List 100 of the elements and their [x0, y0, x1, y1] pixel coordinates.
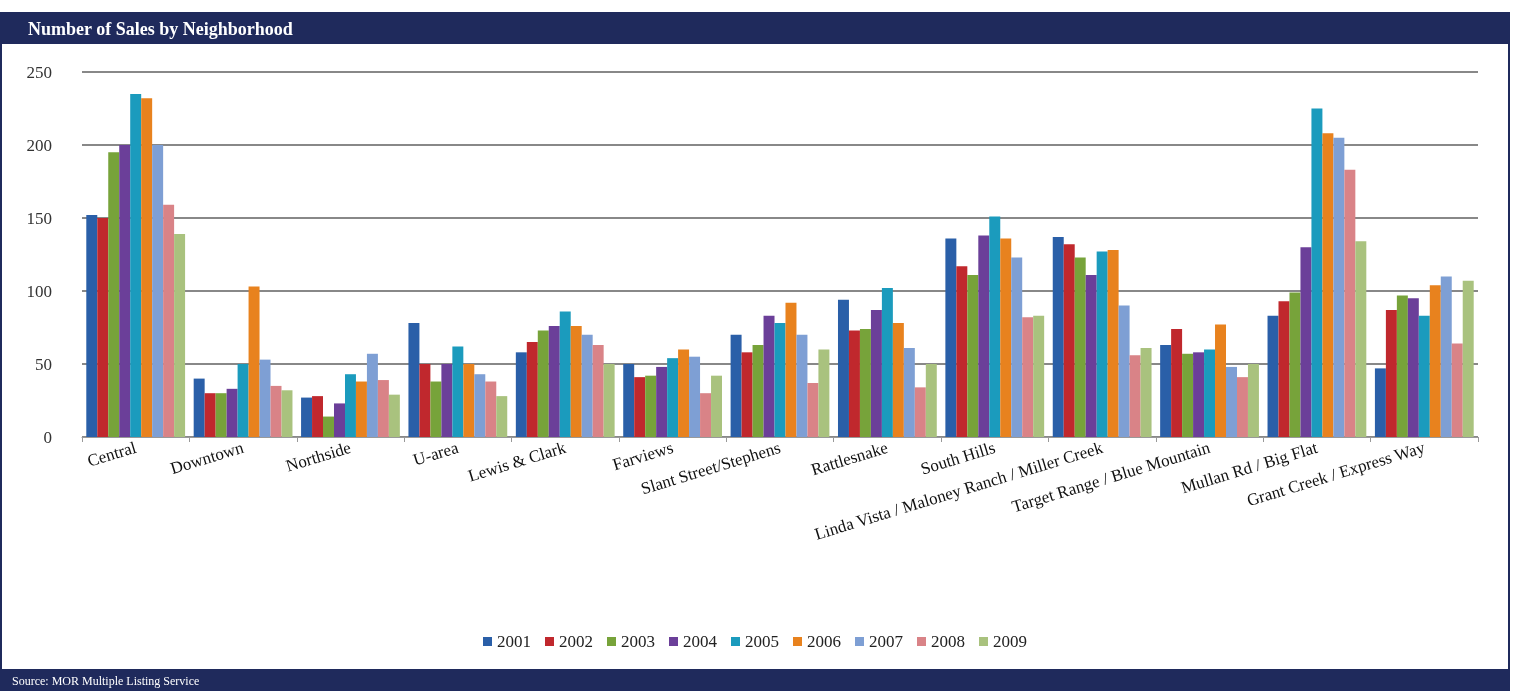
bar	[237, 364, 249, 437]
bar	[881, 288, 893, 437]
bar	[334, 403, 345, 437]
bar	[1278, 301, 1290, 437]
bar	[485, 381, 497, 437]
bar	[1374, 368, 1386, 437]
y-tick-label: 50	[35, 354, 52, 374]
y-tick-label: 100	[26, 281, 52, 301]
bar	[301, 397, 313, 437]
bar	[978, 235, 990, 437]
bar	[656, 366, 668, 437]
bar	[903, 347, 915, 437]
bar	[678, 349, 690, 437]
bar	[570, 326, 582, 437]
bar	[1236, 377, 1248, 437]
bar	[645, 375, 657, 437]
bar	[870, 309, 882, 437]
bar	[785, 302, 797, 437]
bar	[892, 323, 904, 437]
x-tick-label: Central	[85, 437, 139, 471]
legend-label: 2006	[807, 632, 841, 651]
bar	[515, 352, 527, 437]
bar	[108, 152, 120, 437]
bar	[130, 93, 142, 437]
bar	[1396, 295, 1408, 437]
bar	[1118, 305, 1130, 437]
bar	[848, 330, 860, 437]
source-note: Source: MOR Multiple Listing Service	[2, 669, 1508, 689]
bar	[1000, 238, 1012, 437]
bar	[312, 396, 324, 437]
bar	[945, 238, 957, 437]
bar	[1011, 257, 1023, 437]
bar	[667, 358, 679, 437]
x-tick-label: Lewis & Clark	[465, 437, 569, 486]
bar	[559, 311, 571, 437]
bar	[796, 334, 808, 437]
bar	[388, 394, 400, 437]
bar	[474, 374, 486, 437]
bar	[377, 380, 389, 437]
bar	[97, 218, 109, 437]
bar	[452, 346, 464, 437]
bar	[1385, 309, 1397, 437]
bar	[752, 345, 764, 437]
bar	[581, 334, 593, 437]
bar	[204, 393, 216, 437]
bar	[1022, 317, 1034, 437]
bar	[215, 393, 227, 437]
legend-label: 2002	[559, 632, 593, 651]
bar	[1063, 244, 1075, 437]
bar	[152, 145, 164, 437]
bar	[1451, 343, 1463, 437]
y-tick-label: 150	[26, 208, 52, 228]
bar	[323, 416, 334, 437]
bar	[1107, 250, 1119, 437]
bar	[700, 393, 712, 437]
bar	[1074, 257, 1086, 437]
y-tick-label: 200	[26, 135, 52, 155]
bar	[174, 234, 186, 437]
bar	[526, 342, 538, 437]
bar	[419, 364, 431, 437]
bar	[281, 390, 293, 437]
bar	[1193, 352, 1205, 437]
bar	[548, 326, 560, 437]
bar	[1333, 137, 1345, 437]
x-tick-label: Farviews	[610, 437, 676, 475]
bar	[344, 374, 356, 437]
legend-label: 2003	[621, 632, 655, 651]
bar	[967, 274, 979, 437]
bar	[366, 353, 378, 437]
bar	[1355, 241, 1367, 437]
bar	[914, 387, 926, 437]
bar	[163, 204, 175, 437]
bar	[1267, 315, 1279, 437]
bar	[925, 364, 937, 437]
bar	[408, 323, 420, 437]
bar	[1311, 108, 1323, 437]
bar	[537, 330, 549, 437]
bar	[837, 299, 849, 437]
bar	[1033, 315, 1045, 437]
bar	[1226, 366, 1237, 437]
bar	[774, 323, 786, 437]
bar	[1407, 298, 1419, 437]
bar	[1129, 355, 1141, 437]
y-tick-label: 250	[26, 62, 52, 82]
legend-label: 2001	[497, 632, 531, 651]
legend-label: 2009	[993, 632, 1027, 651]
bar	[730, 334, 742, 437]
legend-label: 2005	[745, 632, 779, 651]
bar	[1429, 285, 1441, 437]
bar	[1182, 353, 1194, 437]
bar	[193, 378, 205, 437]
bar	[86, 215, 98, 437]
legend-label: 2008	[931, 632, 965, 651]
bar	[1052, 236, 1064, 437]
bar	[355, 381, 367, 437]
bar	[430, 381, 442, 437]
bar	[248, 286, 260, 437]
bar	[496, 396, 508, 437]
bar	[763, 315, 775, 437]
bar	[1160, 345, 1172, 437]
